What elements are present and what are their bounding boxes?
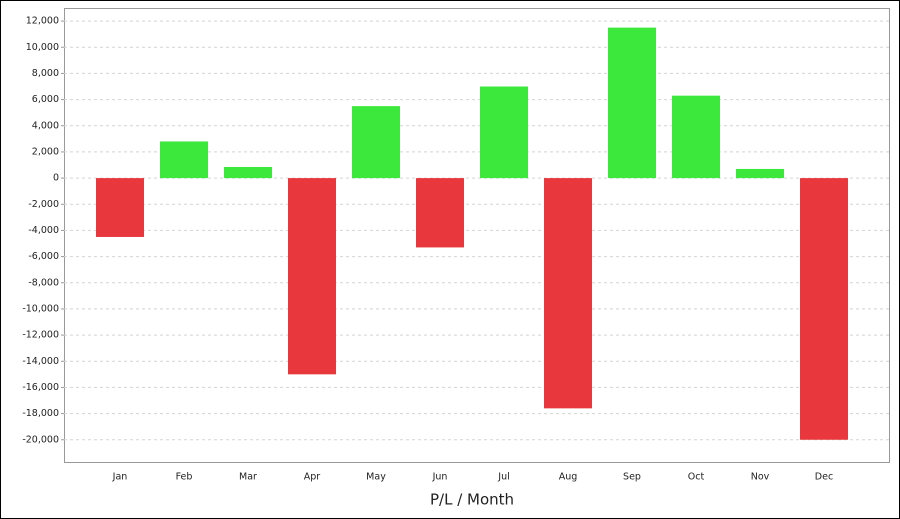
x-tick-label: May bbox=[366, 472, 386, 483]
y-tick-label: 2,000 bbox=[32, 146, 59, 157]
x-tick-label: Feb bbox=[176, 472, 193, 483]
bar bbox=[96, 178, 144, 237]
bar bbox=[224, 166, 272, 179]
bar bbox=[672, 95, 720, 179]
x-tick-label: Jun bbox=[432, 472, 448, 483]
bar bbox=[416, 178, 464, 248]
y-tick-label: -16,000 bbox=[22, 382, 59, 393]
x-tick-label: Nov bbox=[751, 472, 770, 483]
y-tick-label: 6,000 bbox=[32, 94, 59, 105]
x-tick-label: Jan bbox=[112, 472, 128, 483]
x-tick-label: Aug bbox=[559, 472, 578, 483]
bar bbox=[736, 168, 784, 179]
y-tick-label: 8,000 bbox=[32, 68, 59, 79]
y-tick-label: 10,000 bbox=[26, 42, 59, 53]
y-tick-label: -20,000 bbox=[22, 434, 59, 445]
bar bbox=[544, 178, 592, 409]
x-tick-label: Jul bbox=[497, 472, 509, 483]
x-tick-label: Oct bbox=[688, 472, 705, 483]
bar bbox=[800, 178, 848, 440]
y-tick-label: 0 bbox=[53, 173, 59, 184]
plot-area bbox=[64, 8, 890, 463]
x-tick-label: Apr bbox=[304, 472, 321, 483]
bar bbox=[480, 86, 528, 179]
x-axis-title: P/L / Month bbox=[430, 491, 514, 509]
x-tick-label: Dec bbox=[815, 472, 833, 483]
y-tick-label: -8,000 bbox=[28, 277, 59, 288]
x-tick-label: Mar bbox=[239, 472, 257, 483]
bar bbox=[608, 27, 656, 179]
bar bbox=[288, 178, 336, 375]
y-tick-label: -14,000 bbox=[22, 356, 59, 367]
y-tick-label: 4,000 bbox=[32, 120, 59, 131]
bar bbox=[160, 141, 208, 179]
y-tick-label: -6,000 bbox=[28, 251, 59, 262]
bar bbox=[352, 106, 400, 179]
y-tick-label: -12,000 bbox=[22, 330, 59, 341]
y-tick-label: -10,000 bbox=[22, 303, 59, 314]
x-tick-label: Sep bbox=[623, 472, 641, 483]
y-tick-label: 12,000 bbox=[26, 16, 59, 27]
y-tick-label: -2,000 bbox=[28, 199, 59, 210]
y-tick-label: -4,000 bbox=[28, 225, 59, 236]
y-tick-label: -18,000 bbox=[22, 408, 59, 419]
